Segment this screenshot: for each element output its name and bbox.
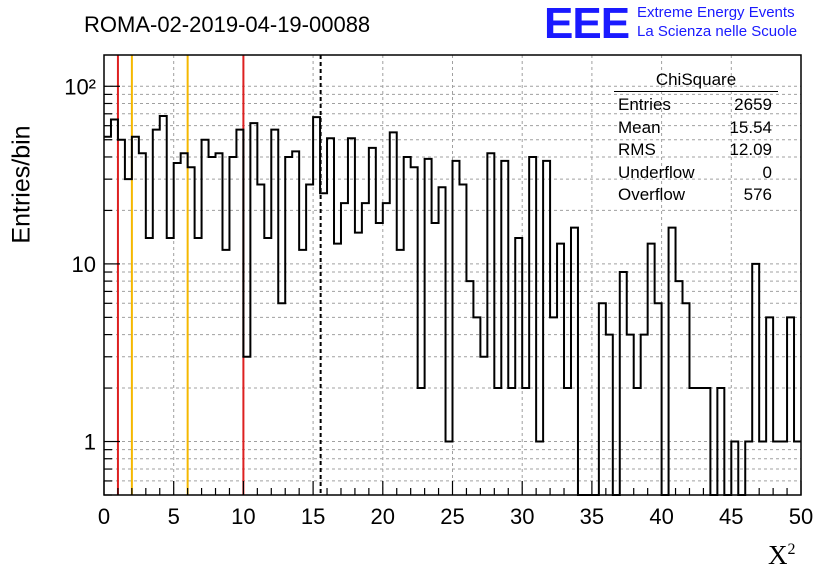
chart-title: ROMA-02-2019-04-19-00088 (84, 12, 371, 37)
x-tick-label: 25 (440, 504, 464, 529)
x-tick-label: 5 (168, 504, 180, 529)
x-axis-label-base: X (768, 540, 788, 570)
x-axis-label: X2 (768, 540, 796, 571)
eee-logo: EEE (544, 0, 630, 48)
stats-value: 12.09 (729, 140, 772, 159)
stats-row-mean: Mean 15.54 (612, 117, 774, 140)
y-tick-label: 10² (64, 74, 96, 99)
stats-box: ChiSquare Entries 2659 Mean 15.54 RMS 12.09… (612, 70, 778, 207)
stats-value: 15.54 (729, 117, 772, 137)
x-tick-label: 30 (510, 504, 534, 529)
reference-lines (116, 55, 322, 495)
x-axis-label-superscript: 2 (787, 541, 796, 558)
y-axis-label-box: Entries/bin (2, 110, 42, 260)
x-tick-label: 20 (371, 504, 395, 529)
stats-row-entries: Entries 2659 (612, 94, 774, 117)
y-axis-label: Entries/bin (7, 125, 36, 244)
y-tick-label: 10 (72, 252, 96, 277)
stats-value: 0 (762, 162, 772, 182)
stats-label: Entries (618, 95, 671, 114)
logo-caption: Extreme Energy Events La Scienza nelle S… (637, 3, 797, 41)
histogram-step-line (104, 115, 801, 496)
stats-label: Mean (618, 117, 661, 137)
axis-ticks: 0 5 10 15 20 25 30 35 40 45 50 1 10 10² (64, 74, 813, 529)
logo-caption-line1: Extreme Energy Events (637, 4, 795, 21)
logo-caption-line2: La Scienza nelle Scuole (637, 23, 798, 40)
x-tick-label: 10 (231, 504, 255, 529)
x-tick-label: 35 (580, 504, 604, 529)
stats-value: 2659 (734, 95, 772, 114)
stats-row-overflow: Overflow 576 (612, 184, 774, 207)
stats-label: Underflow (618, 162, 695, 182)
stats-row-underflow: Underflow 0 (612, 162, 774, 185)
x-tick-label: 15 (301, 504, 325, 529)
x-tick-label: 50 (789, 504, 813, 529)
stats-label: RMS (618, 140, 656, 159)
x-tick-label: 45 (719, 504, 743, 529)
stats-value: 576 (743, 185, 772, 204)
x-tick-label: 40 (649, 504, 673, 529)
stats-label: Overflow (618, 185, 686, 204)
stats-row-rms: RMS 12.09 (612, 139, 774, 162)
stats-title: ChiSquare (614, 70, 778, 92)
x-tick-label: 0 (98, 504, 110, 529)
y-tick-label: 1 (84, 430, 96, 455)
